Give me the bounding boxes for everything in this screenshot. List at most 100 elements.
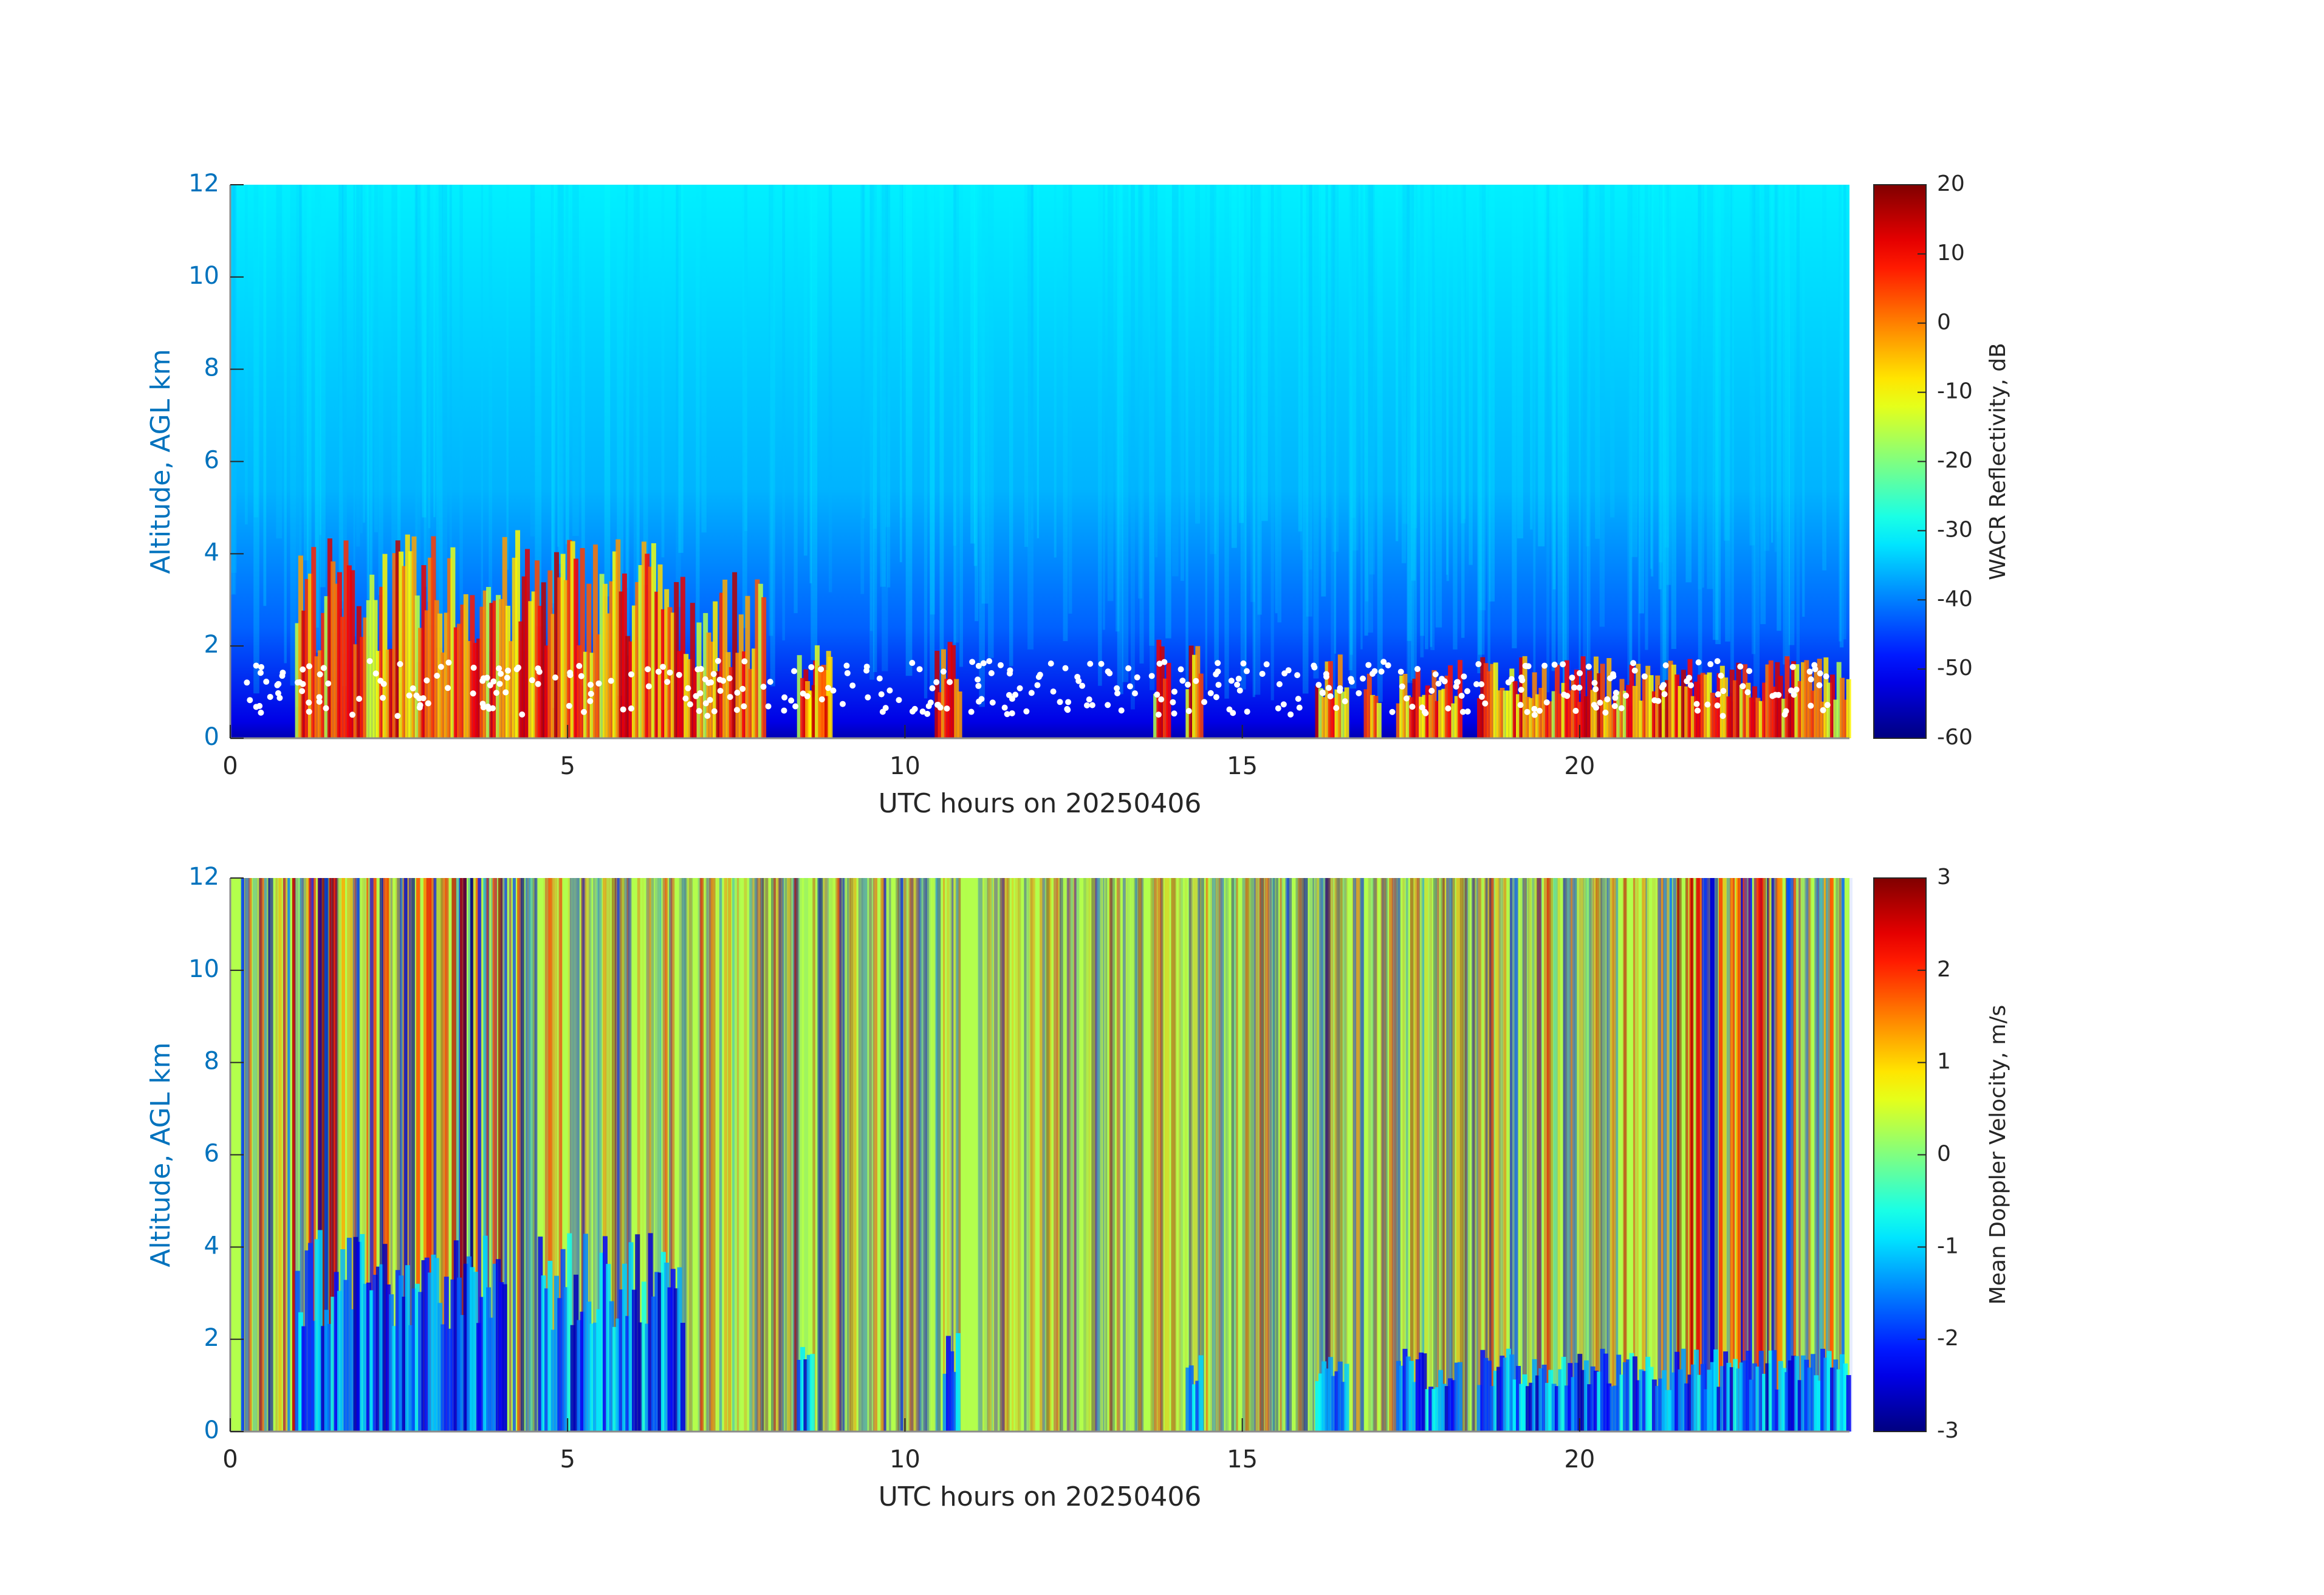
cloud-base-dot (1746, 668, 1753, 674)
cloud-base-dot (1034, 682, 1041, 688)
radar-field (230, 878, 1853, 1432)
field-streak (869, 185, 875, 680)
field-streak (609, 878, 613, 1432)
field-streak (637, 878, 640, 1432)
cloud-column (1522, 656, 1527, 738)
field-streak (1724, 185, 1730, 541)
cloud-column (722, 579, 728, 738)
cloud-column (1538, 1368, 1544, 1432)
cloud-column (1788, 1360, 1793, 1432)
cloud-column (583, 651, 588, 738)
cloud-column (1405, 1356, 1411, 1432)
field-streak (1796, 878, 1798, 1432)
cloud-column (1674, 1351, 1680, 1432)
cloud-base-dot (1244, 668, 1250, 674)
field-streak (1216, 878, 1221, 1432)
field-streak (571, 878, 574, 1432)
field-streak (795, 878, 797, 1432)
field-streak (582, 878, 586, 1432)
cloud-base-dot (470, 664, 477, 671)
cloud-column (660, 609, 666, 738)
field-streak (1244, 878, 1249, 1432)
field-streak (259, 878, 262, 1432)
cloud-column (431, 1254, 436, 1432)
field-streak (782, 185, 786, 640)
field-streak (854, 878, 857, 1432)
cloud-base-dot (1064, 707, 1071, 713)
cloud-base-dot (1009, 710, 1015, 716)
field-streak (1479, 185, 1486, 611)
cloud-base-dot (576, 663, 583, 670)
field-streak (1389, 878, 1393, 1432)
field-streak (1546, 878, 1551, 1432)
field-streak (1325, 878, 1328, 1432)
cloud-base-dot (1380, 659, 1387, 665)
field-streak (1715, 878, 1718, 1432)
field-streak (672, 878, 674, 1432)
cloud-column (1153, 693, 1159, 738)
field-streak (1801, 878, 1806, 1432)
cloud-column (1366, 673, 1372, 738)
cloud-column (1496, 690, 1502, 738)
field-streak (883, 878, 886, 1432)
field-streak (1199, 878, 1201, 1432)
field-streak (442, 878, 447, 1432)
colorbar (1873, 184, 1927, 739)
cloud-base-dot (702, 676, 708, 682)
cloud-column (1544, 704, 1550, 738)
field-streak (1320, 878, 1324, 1432)
field-streak (1173, 878, 1176, 1432)
field-streak (1344, 878, 1348, 1432)
cloud-column (1341, 691, 1346, 738)
cloud-column (389, 1294, 394, 1432)
field-streak (517, 878, 523, 1432)
cloud-base-dot (702, 700, 709, 707)
cloud-column (1804, 1359, 1809, 1432)
cloud-column (1671, 664, 1676, 738)
field-streak (1826, 878, 1830, 1432)
field-streak (1583, 878, 1587, 1432)
cloud-column (1503, 690, 1508, 738)
field-streak (596, 878, 600, 1432)
cloud-column (482, 590, 488, 738)
field-streak (624, 878, 628, 1432)
field-streak (356, 185, 360, 547)
cloud-column (327, 1323, 332, 1432)
field-streak (1044, 878, 1050, 1432)
cloud-column (806, 1354, 812, 1432)
field-streak (1725, 185, 1730, 642)
cloud-column (1551, 691, 1557, 738)
cloud-column (648, 566, 653, 738)
field-streak (1663, 878, 1667, 1432)
field-streak (958, 878, 961, 1432)
cloud-base-dot (608, 677, 614, 684)
cloud-base-dot (1028, 690, 1035, 696)
cloud-column (797, 655, 802, 738)
cloud-column (1509, 1354, 1515, 1432)
cloud-column (1532, 1359, 1537, 1432)
cloud-base-dot (1050, 688, 1057, 695)
cloud-column (544, 645, 550, 738)
field-streak (1099, 878, 1102, 1432)
field-streak (543, 878, 547, 1432)
cloud-column (496, 1259, 501, 1432)
cloud-base-dot (1161, 659, 1168, 665)
field-streak (687, 878, 692, 1432)
field-streak (550, 185, 554, 604)
field-streak (299, 185, 303, 555)
cloud-column (340, 1249, 346, 1432)
field-streak (657, 878, 660, 1432)
cloud-column (606, 613, 611, 738)
y-tick-label: 6 (204, 1140, 219, 1168)
cloud-column (1629, 665, 1634, 738)
field-streak (331, 878, 334, 1432)
field-streak (1478, 878, 1484, 1432)
field-streak (1563, 878, 1566, 1432)
cloud-base-dot (1793, 686, 1800, 693)
cloud-column (1370, 695, 1376, 738)
cloud-column (612, 551, 617, 738)
cloud-column (375, 651, 381, 738)
field-streak (554, 878, 558, 1432)
field-streak (1771, 878, 1774, 1432)
field-streak (261, 878, 264, 1432)
